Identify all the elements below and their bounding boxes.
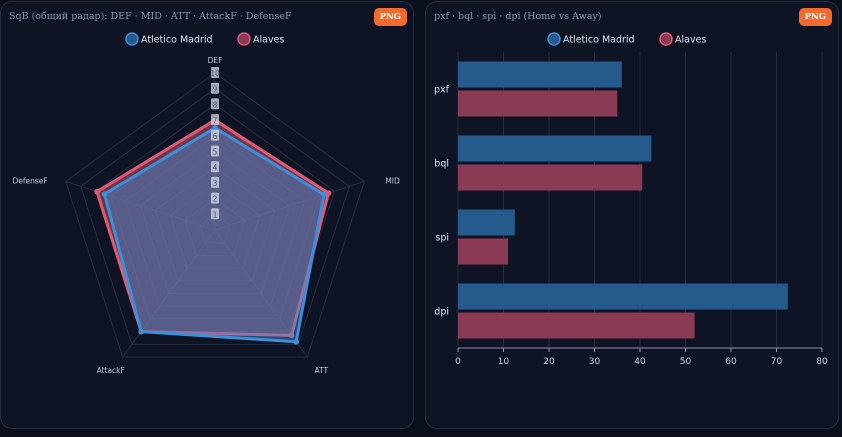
- bar-home-dpi[interactable]: [458, 283, 788, 310]
- radar-tick-label: 8: [213, 100, 218, 109]
- bar-category-label: spi: [435, 233, 449, 244]
- bar-away-dpi[interactable]: [458, 312, 695, 339]
- bar-panel: pxf · bql · spi · dpi (Home vs Away) PNG…: [425, 1, 839, 429]
- radar-legend-label: Atletico Madrid: [141, 35, 213, 46]
- bar-legend-swatch: [659, 32, 673, 46]
- radar-grid-ring: [169, 182, 261, 269]
- radar-axis-label: AttackF: [97, 366, 125, 375]
- bar-png-button[interactable]: PNG: [798, 8, 832, 26]
- bar-x-tick-label: 70: [771, 357, 783, 367]
- radar-point[interactable]: [212, 125, 218, 131]
- radar-grid-ring: [139, 150, 291, 295]
- bar-legend-item[interactable]: Alaves: [659, 32, 706, 46]
- radar-point[interactable]: [138, 328, 144, 335]
- radar-tick-box: [211, 161, 219, 173]
- radar-tick-label: 10: [210, 69, 220, 78]
- radar-tick-label: 4: [213, 163, 218, 172]
- radar-area: [95, 118, 330, 337]
- radar-tick-box: [211, 192, 219, 204]
- radar-spoke: [122, 229, 216, 358]
- radar-legend-item[interactable]: Alaves: [237, 32, 284, 46]
- radar-tick-box: [211, 82, 219, 94]
- radar-point[interactable]: [94, 188, 100, 195]
- radar-point[interactable]: [101, 191, 108, 197]
- bar-x-tick-label: 0: [455, 357, 461, 367]
- bar-category-label: bql: [434, 159, 449, 170]
- bar-x-tick-label: 10: [498, 357, 510, 367]
- radar-area: [103, 126, 326, 344]
- bar-x-tick-label: 40: [634, 357, 646, 367]
- radar-spoke: [65, 181, 216, 231]
- radar-tick-box: [211, 176, 219, 188]
- radar-tick-label: 5: [213, 148, 218, 157]
- radar-grid-ring: [94, 103, 336, 333]
- bar-chart: Atletico Madrid Alaves 0 10 20 30 40 50 60 70 80 px…: [434, 32, 828, 367]
- radar-axis-label: ATT: [314, 366, 328, 375]
- bar-x-tick-label: 60: [725, 357, 737, 367]
- radar-tick-box: [211, 114, 219, 126]
- radar-point[interactable]: [321, 191, 327, 198]
- bar-category-label: pxf: [434, 85, 450, 96]
- radar-point[interactable]: [288, 332, 295, 339]
- radar-legend-swatch: [125, 32, 139, 46]
- radar-chart: Atletico Madrid Alaves 1 2 3 4 5 6 7 8 9 10 DEF MID AT…: [12, 32, 400, 375]
- bar-category-label: dpi: [434, 307, 449, 318]
- radar-point[interactable]: [293, 338, 300, 345]
- radar-axis-label: MID: [385, 176, 400, 185]
- radar-axis-label: DefenseF: [12, 176, 47, 185]
- radar-grid-ring: [199, 213, 231, 244]
- bar-legend: Atletico Madrid Alaves: [547, 32, 706, 46]
- radar-grid-ring: [154, 166, 276, 282]
- radar-tick-label: 2: [213, 195, 218, 204]
- bar-away-pxf[interactable]: [458, 90, 618, 117]
- bar-marks: pxf bql spi dpi: [434, 61, 788, 339]
- radar-series-away: [94, 117, 332, 339]
- radar-grid: [65, 72, 365, 358]
- radar-grid-ring: [65, 72, 365, 358]
- bar-x-tick-label: 80: [816, 357, 828, 367]
- bar-x-tick-label: 30: [589, 357, 601, 367]
- radar-tick-label: 9: [213, 85, 218, 94]
- radar-tick-label: 1: [213, 210, 218, 219]
- bar-title: pxf · bql · spi · dpi (Home vs Away): [434, 11, 602, 22]
- radar-panel: SqB (общий радар): DEF · MID · ATT · Att…: [0, 1, 414, 429]
- bar-x-tick-label: 20: [543, 357, 555, 367]
- radar-tick-box: [211, 98, 219, 110]
- bar-away-bql[interactable]: [458, 164, 643, 191]
- radar-axis-label: DEF: [208, 56, 223, 65]
- radar-tick-box: [211, 145, 219, 157]
- radar-tick-box: [211, 129, 219, 141]
- radar-legend: Atletico Madrid Alaves: [125, 32, 284, 46]
- radar-grid-ring: [184, 197, 246, 256]
- radar-axis-labels: DEF MID ATT AttackF DefenseF: [12, 56, 400, 375]
- radar-point[interactable]: [325, 190, 332, 196]
- radar-tick-labels: 1 2 3 4 5 6 7 8 9 10: [210, 67, 220, 220]
- bar-home-bql[interactable]: [458, 135, 652, 162]
- radar-tick-box: [211, 67, 219, 78]
- bar-away-spi[interactable]: [458, 238, 509, 265]
- radar-legend-item[interactable]: Atletico Madrid: [125, 32, 213, 46]
- radar-grid-ring: [80, 88, 350, 345]
- radar-tick-box: [211, 208, 219, 220]
- radar-legend-swatch: [237, 32, 251, 46]
- bar-legend-label: Alaves: [675, 35, 706, 46]
- radar-tick-label: 7: [213, 116, 218, 125]
- bar-legend-item[interactable]: Atletico Madrid: [547, 32, 635, 46]
- radar-grid-ring: [109, 119, 321, 320]
- radar-spoke: [214, 181, 365, 231]
- radar-tick-label: 6: [213, 132, 218, 141]
- radar-tick-label: 3: [213, 179, 218, 188]
- radar-png-button[interactable]: PNG: [373, 8, 407, 26]
- radar-legend-label: Alaves: [253, 35, 284, 46]
- bar-legend-label: Atletico Madrid: [563, 35, 635, 46]
- bar-legend-swatch: [547, 32, 561, 46]
- bar-home-spi[interactable]: [458, 209, 515, 236]
- radar-series-home: [101, 125, 327, 345]
- radar-grid-ring: [124, 135, 306, 307]
- bar-home-pxf[interactable]: [458, 61, 622, 88]
- radar-title: SqB (общий радар): DEF · MID · ATT · Att…: [9, 11, 292, 22]
- bar-x-tick-label: 50: [680, 357, 692, 367]
